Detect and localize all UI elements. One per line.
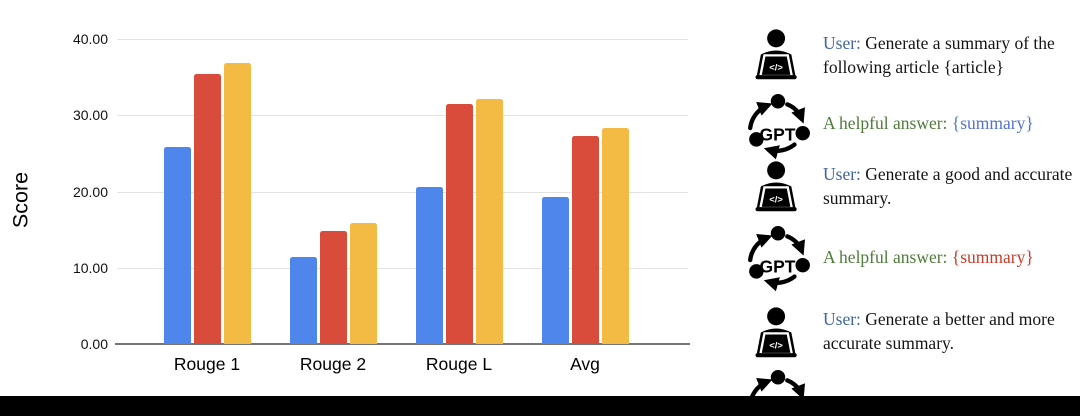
bottom-black-bar <box>0 396 1080 416</box>
answer-label: A helpful answer: <box>823 113 948 133</box>
bar-rouge-1-yellow <box>223 62 251 344</box>
bar-rouge-l-red <box>445 103 473 344</box>
bar-rouge-l-blue <box>415 186 443 344</box>
answer-label: A helpful answer: <box>823 247 948 267</box>
user-icon: </> <box>755 29 797 80</box>
y-tick-20.00: 20.00 <box>72 183 108 200</box>
gpt-message-2: A helpful answer: {summary} <box>823 245 1079 269</box>
gpt-icon: GPT <box>748 94 810 160</box>
message-text: accurate summary. <box>823 333 955 353</box>
plot-area: Rouge 1 Rouge 2 Rouge L Avg <box>115 39 690 374</box>
bar-rouge-1-red <box>193 74 221 344</box>
gridline-40.00 <box>117 39 688 40</box>
user-icon: </> <box>755 307 797 358</box>
gridline-10.00 <box>117 267 688 269</box>
x-category-rouge-l: Rouge L <box>425 354 493 374</box>
summary-placeholder: {summary} <box>947 113 1034 133</box>
user-icon: </> <box>755 161 797 212</box>
bar-rouge-2-yellow <box>349 222 377 344</box>
bar-avg-yellow <box>601 128 629 344</box>
x-axis-line <box>115 343 690 345</box>
gpt-label: GPT <box>759 124 795 144</box>
message-text: following article {article} <box>823 57 1005 77</box>
bar-rouge-2-red <box>319 231 347 344</box>
y-axis-title: Score <box>8 171 33 229</box>
bar-avg-red <box>571 135 599 344</box>
y-tick-10.00: 10.00 <box>72 259 108 276</box>
summary-placeholder: {summary} <box>947 247 1034 267</box>
message-text: summary. <box>823 188 892 208</box>
y-tick-40.00: 40.00 <box>72 31 108 47</box>
bar-chart: Score Rouge 1 Rouge 2 Rouge L Avg 0.00 10.00… <box>8 31 690 374</box>
message-text: Generate a good and accurate <box>860 164 1073 184</box>
gpt-message-1: A helpful answer: {summary} <box>823 111 1079 135</box>
message-text: Generate a better and more <box>860 309 1055 329</box>
message-text: Generate a summary of the <box>860 33 1055 53</box>
y-tick-0.00: 0.00 <box>80 336 108 352</box>
user-message-3: User: Generate a better and more accurat… <box>823 307 1079 355</box>
gridline-20.00 <box>117 191 688 193</box>
gpt-icon: GPT <box>748 226 810 292</box>
code-glyph: </> <box>769 194 783 205</box>
y-tick-30.00: 30.00 <box>72 107 108 124</box>
x-category-avg: Avg <box>570 354 600 374</box>
bar-rouge-l-yellow <box>475 99 503 344</box>
user-message-2: User: Generate a good and accurate summa… <box>823 162 1079 210</box>
x-category-rouge-2: Rouge 2 <box>299 354 367 374</box>
user-label: User: <box>823 309 861 329</box>
code-glyph: </> <box>769 62 783 73</box>
bar-rouge-1-blue <box>163 146 191 344</box>
code-glyph: </> <box>769 340 783 351</box>
x-category-rouge-1: Rouge 1 <box>173 354 241 374</box>
bar-rouge-2-blue <box>289 257 317 344</box>
user-message-1: User: Generate a summary of the followin… <box>823 31 1079 79</box>
bar-avg-blue <box>541 196 569 344</box>
user-label: User: <box>823 33 861 53</box>
gridline-30.00 <box>117 115 688 117</box>
user-label: User: <box>823 164 861 184</box>
gpt-label: GPT <box>759 256 795 276</box>
